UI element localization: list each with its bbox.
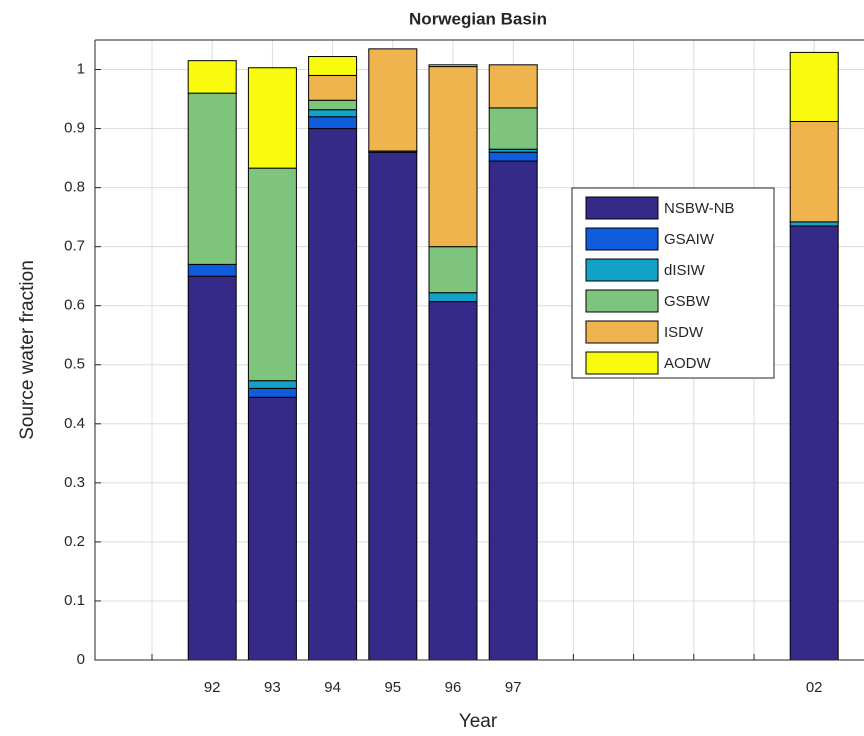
x-tick-label: 93 — [264, 679, 281, 696]
bar-segment — [247, 387, 297, 398]
y-tick-label: 0.9 — [64, 120, 85, 137]
bar-segment — [789, 120, 839, 223]
y-tick-label: 0.3 — [64, 474, 85, 491]
x-tick-label: 96 — [445, 679, 462, 696]
legend-swatch — [585, 351, 659, 375]
legend-swatch — [585, 289, 659, 313]
bar-segment — [247, 67, 297, 169]
y-axis-label: Source water fraction — [17, 260, 38, 440]
bar-segment — [187, 92, 237, 265]
bar-segment — [488, 64, 538, 109]
legend-label: NSBW-NB — [664, 200, 735, 217]
y-tick-label: 0 — [77, 651, 85, 668]
y-tick-label: 0.4 — [64, 415, 85, 432]
x-tick-label: 92 — [204, 679, 221, 696]
bar-segment — [308, 74, 358, 101]
bar-segment — [368, 151, 418, 661]
bar-segment — [187, 263, 237, 277]
bar-segment — [368, 48, 418, 152]
bar-segment — [187, 275, 237, 661]
y-tick-label: 0.8 — [64, 179, 85, 196]
bar-segment — [247, 380, 297, 389]
x-axis-label: Year — [459, 711, 498, 732]
bar-segment — [308, 109, 358, 118]
bar-segment — [308, 56, 358, 76]
bar-segment — [428, 301, 478, 661]
bar-segment — [488, 151, 538, 162]
bar-segment — [428, 292, 478, 303]
legend-label: GSAIW — [664, 231, 715, 248]
x-tick-label: 95 — [384, 679, 401, 696]
legend-swatch — [585, 227, 659, 251]
legend-swatch — [585, 196, 659, 220]
legend-label: ISDW — [664, 324, 704, 341]
bar-segment — [789, 225, 839, 661]
bar-segment — [187, 60, 237, 94]
bar-segment — [428, 66, 478, 248]
legend-label: GSBW — [664, 293, 711, 310]
bar-segment — [789, 221, 839, 227]
legend-swatch — [585, 258, 659, 282]
y-tick-label: 0.5 — [64, 356, 85, 373]
y-tick-label: 0.6 — [64, 297, 85, 314]
bar-segment — [428, 246, 478, 294]
bar-segment — [428, 64, 478, 68]
y-tick-label: 1 — [77, 60, 85, 77]
axes — [94, 39, 864, 661]
y-tick-label: 0.1 — [64, 592, 85, 609]
bar-segment — [789, 51, 839, 122]
y-tick-label: 0.2 — [64, 533, 85, 550]
bar-segment — [308, 128, 358, 661]
x-tick-label: 97 — [505, 679, 522, 696]
bar-segment — [308, 99, 358, 111]
bar-segment — [247, 167, 297, 382]
legend-box — [571, 187, 775, 379]
bar-segment — [488, 107, 538, 150]
x-tick-label: 02 — [806, 679, 823, 696]
x-tick-label: 94 — [324, 679, 341, 696]
bar-segment — [308, 116, 358, 130]
chart-title: Norwegian Basin — [409, 9, 547, 28]
y-tick-label: 0.7 — [64, 238, 85, 255]
legend-label: dISIW — [664, 262, 706, 279]
legend-swatch — [585, 320, 659, 344]
legend-label: AODW — [664, 355, 712, 372]
bar-segment — [488, 160, 538, 661]
bar-segment — [247, 396, 297, 661]
